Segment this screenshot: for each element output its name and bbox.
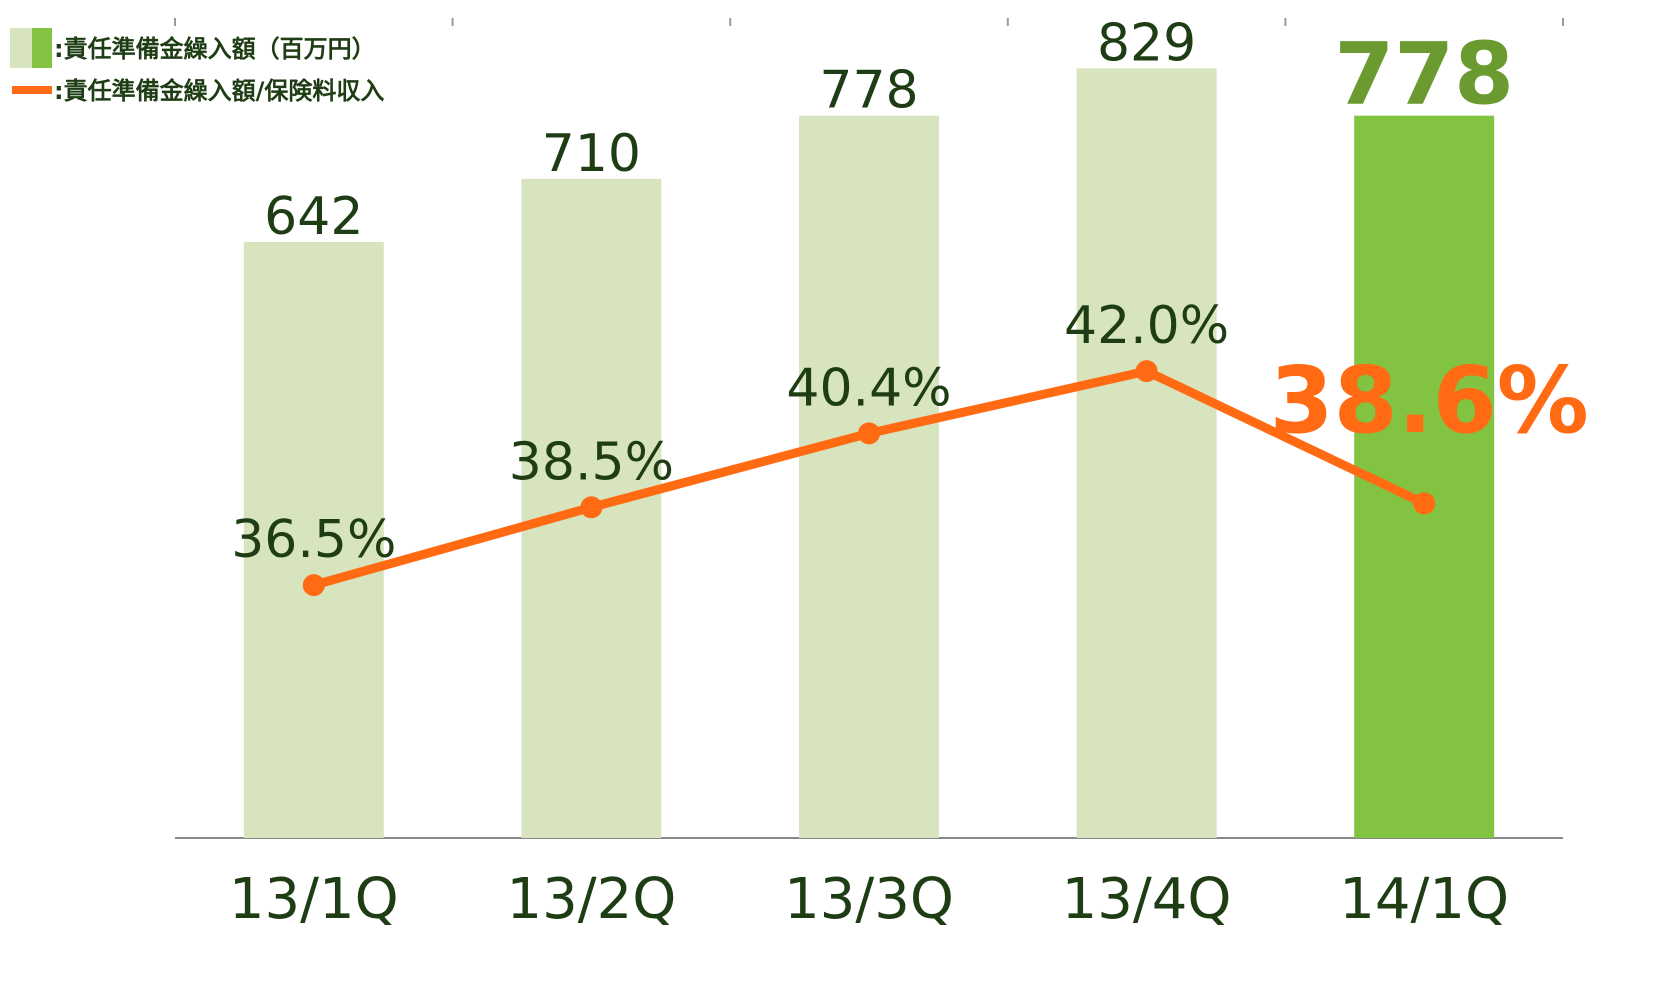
line-point [580,496,603,519]
bar-value-label: 778 [1334,25,1514,125]
x-tick-label: 13/2Q [506,867,676,932]
line-value-label: 38.5% [509,432,674,492]
line-point [858,422,880,445]
bar-value-label: 710 [542,124,641,184]
line-value-label: 36.5% [231,510,396,570]
x-tick-label: 14/1Q [1339,867,1509,932]
legend-swatch [10,28,32,68]
x-tick-label: 13/4Q [1062,867,1232,932]
x-tick-label: 13/3Q [784,867,954,932]
line-value-label: 38.6% [1270,347,1589,454]
bar [1076,68,1217,838]
bar-value-label: 778 [819,61,918,121]
line-value-label: 40.4% [786,358,951,418]
line-point [302,574,325,597]
legend-label: :責任準備金繰入額（百万円） [54,35,376,63]
bar [799,115,939,838]
bar-value-label: 829 [1097,13,1196,73]
x-tick-label: 13/1Q [229,867,399,932]
bar [243,241,384,838]
legend-swatch [32,28,52,68]
bar-value-label: 642 [264,187,363,247]
line-value-label: 42.0% [1064,296,1229,356]
legend-label: :責任準備金繰入額/保険料収入 [54,77,384,105]
line-point [1413,492,1436,515]
line-point [1135,360,1158,383]
